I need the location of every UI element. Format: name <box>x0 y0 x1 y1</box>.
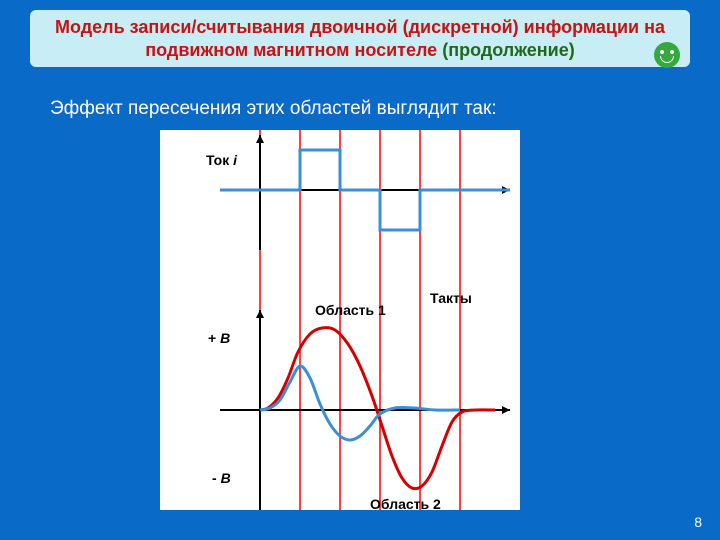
label-area-1: Область 1 <box>315 302 386 318</box>
title-bar: Модель записи/считывания двоичной (дискр… <box>30 10 690 67</box>
subtitle-text: Эффект пересечения этих областей выгляди… <box>50 98 497 120</box>
slide: Модель записи/считывания двоичной (дискр… <box>0 0 720 540</box>
label-tacts: Такты <box>430 290 472 306</box>
diagram-svg <box>160 130 520 510</box>
page-number: 8 <box>694 514 702 530</box>
label-current: Ток i <box>206 152 237 168</box>
smiley-icon <box>654 42 680 68</box>
label-area-2: Область 2 <box>370 496 441 512</box>
diagram: Ток i + B - B Область 1 Область 2 Такты <box>160 130 520 510</box>
title-continuation: (продолжение) <box>442 40 575 60</box>
label-minus-b: - B <box>212 470 231 486</box>
label-plus-b: + B <box>208 330 230 346</box>
